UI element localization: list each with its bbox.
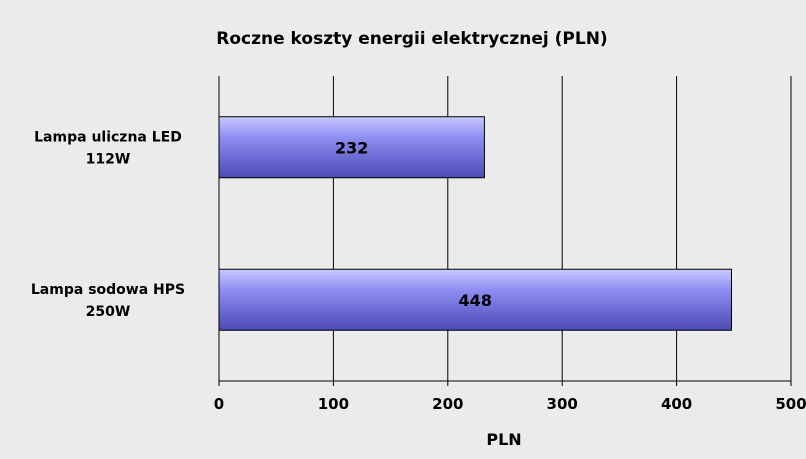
x-tick-label: 0: [214, 395, 224, 413]
x-tick-label: 300: [547, 395, 578, 413]
x-tick-label: 200: [432, 395, 463, 413]
bar-value-label: 448: [459, 291, 492, 310]
x-tick-label: 100: [318, 395, 349, 413]
axes: 0 100 200 300 400 500 Lampa uliczna LED 112W Lam…: [31, 129, 806, 413]
y-category-label: Lampa sodowa HPS 250W: [31, 282, 185, 320]
x-tick-label: 500: [775, 395, 806, 413]
bar-0: [218, 116, 485, 179]
x-axis-title: PLN: [486, 430, 521, 449]
chart-title: Roczne koszty energii elektrycznej (PLN): [216, 29, 607, 49]
bars: 232 448: [218, 116, 733, 331]
bar-1: [218, 268, 733, 331]
bar-value-label: 232: [335, 138, 368, 157]
x-tick-label: 400: [661, 395, 692, 413]
y-category-label: Lampa uliczna LED 112W: [34, 129, 182, 167]
